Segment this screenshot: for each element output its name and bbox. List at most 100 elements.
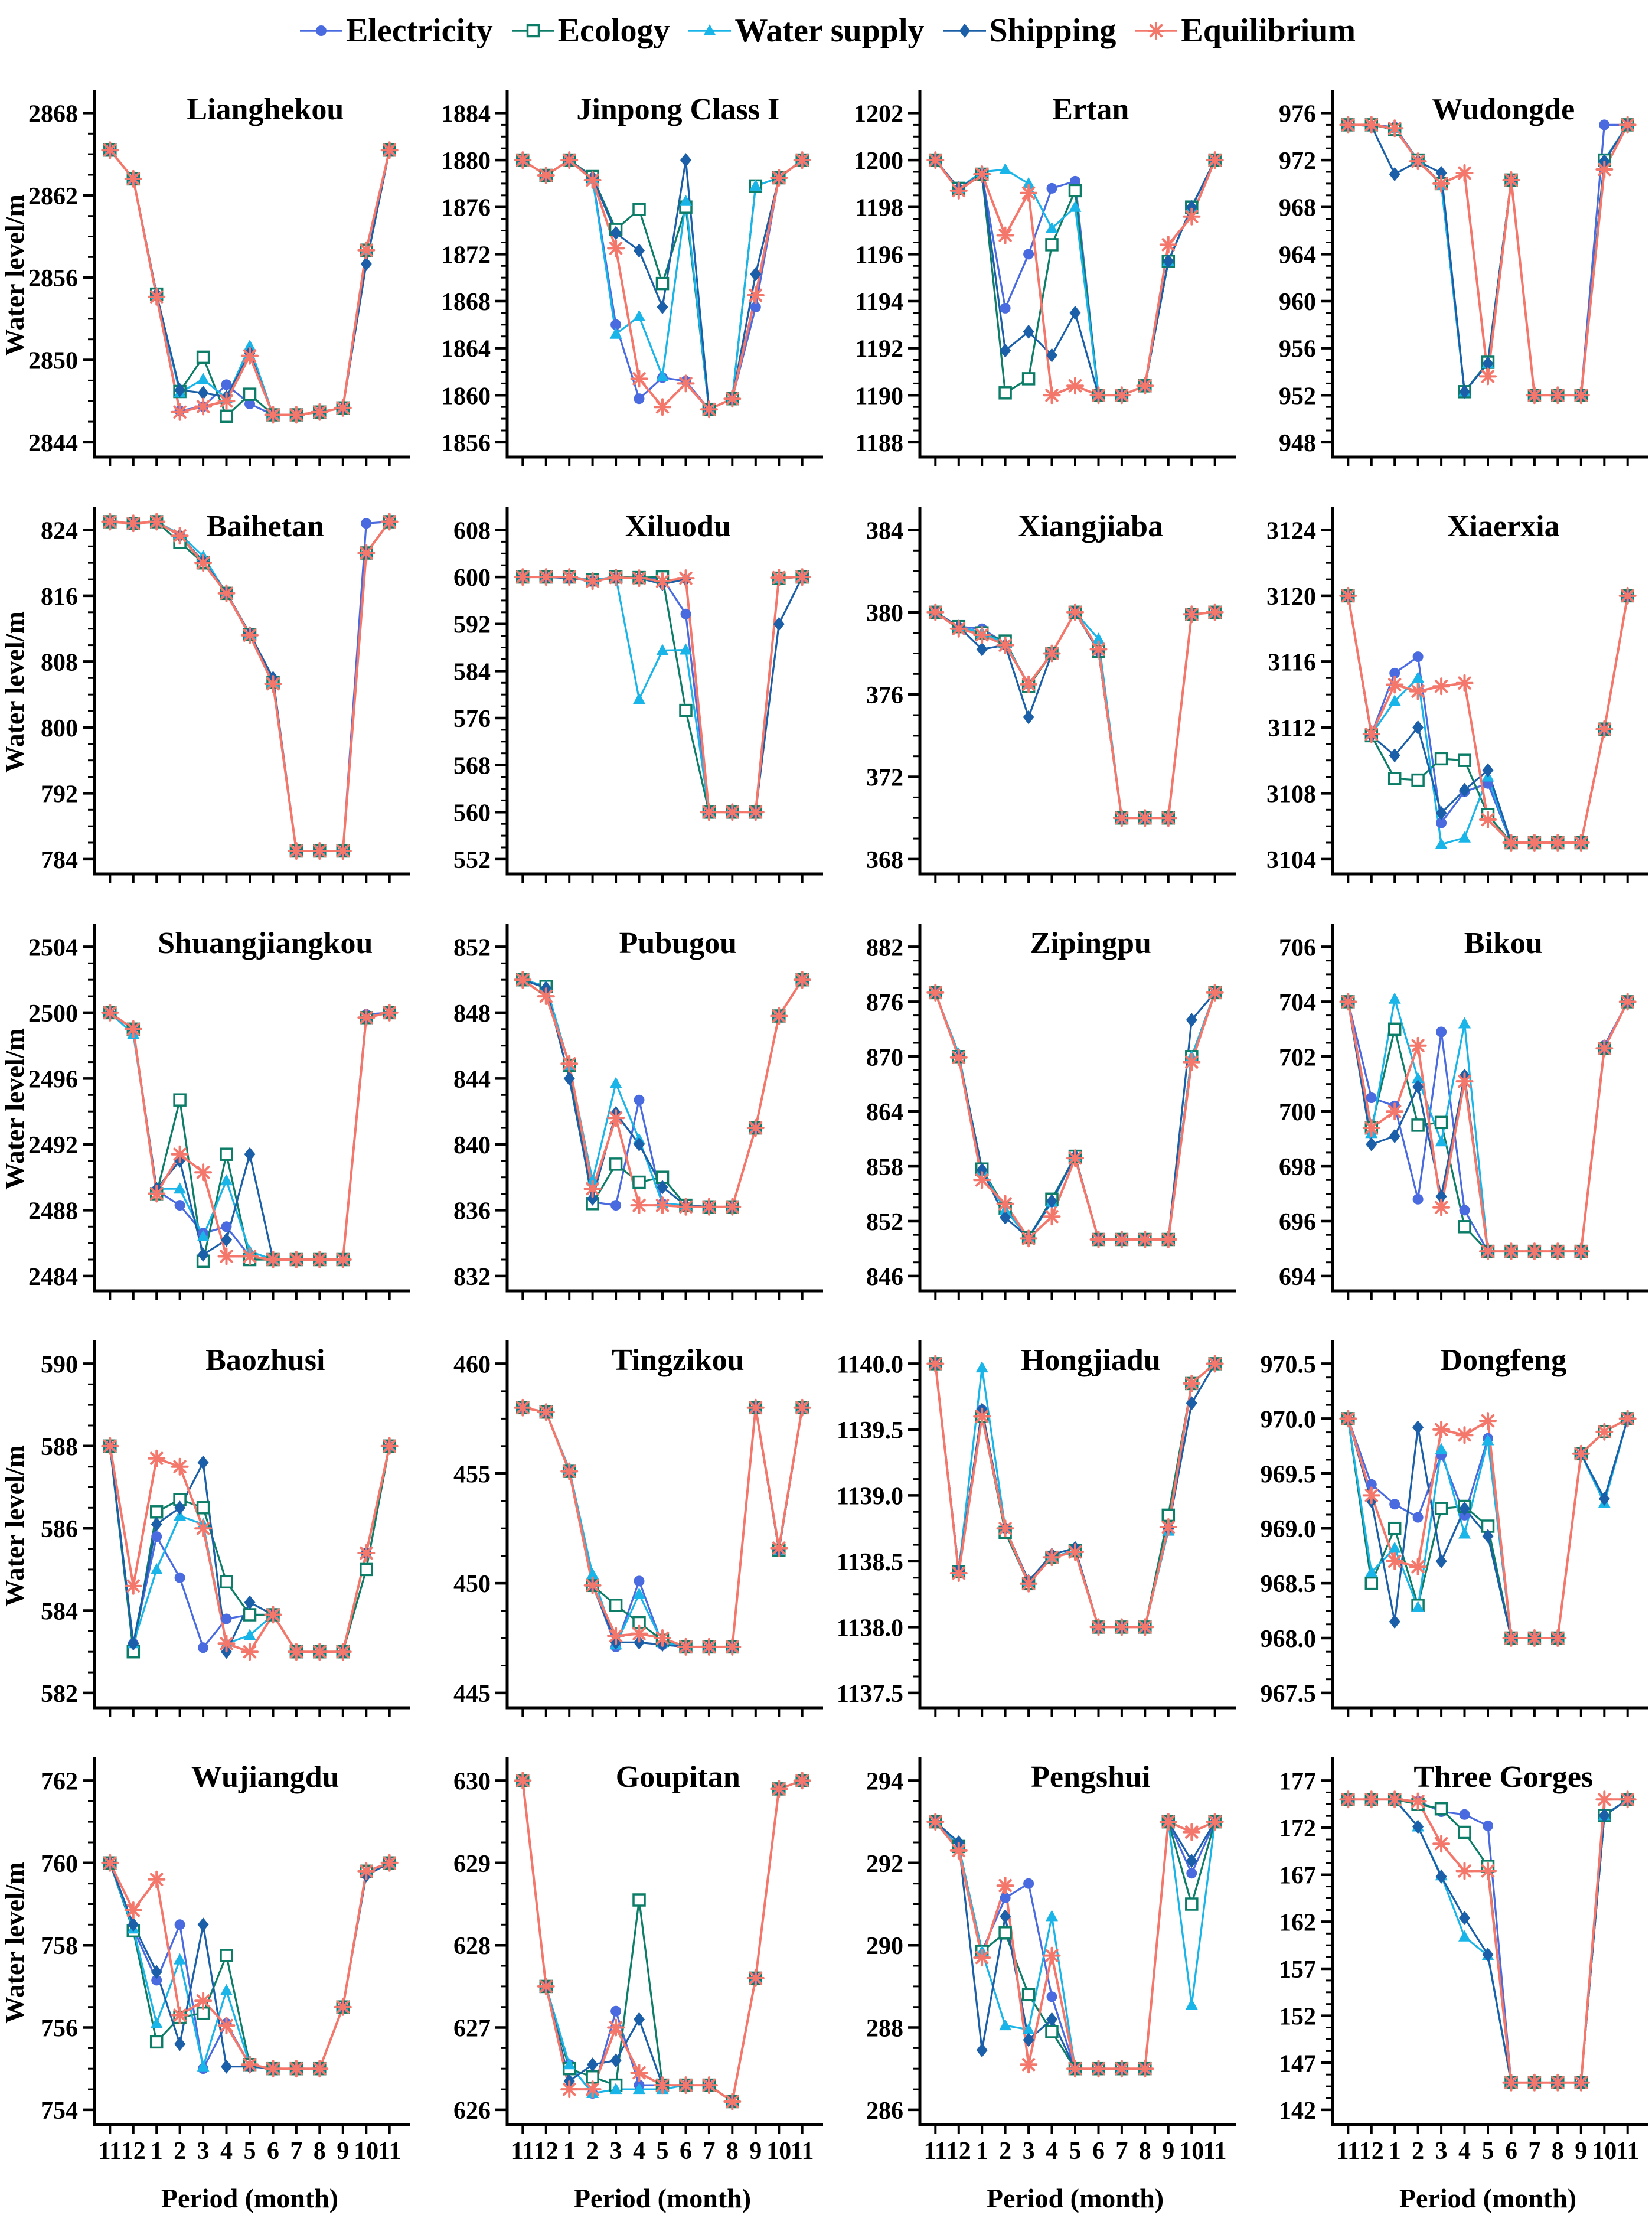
y-tick-label: 600 bbox=[453, 565, 491, 592]
water-supply-marker-icon bbox=[685, 17, 734, 45]
series-electricity-markers bbox=[930, 1358, 1220, 1633]
series-equilibrium-markers bbox=[926, 603, 1224, 827]
y-tick-label: 2500 bbox=[28, 1000, 78, 1027]
series-equilibrium-markers bbox=[514, 1772, 811, 2110]
y-ticks: 694 696 698 700 702 704 706 bbox=[1279, 934, 1333, 1291]
series-shipping-markers bbox=[517, 1773, 808, 2109]
x-tick-label: 8 bbox=[1139, 2138, 1151, 2165]
y-tick-label: 372 bbox=[866, 765, 903, 792]
y-tick-label: 288 bbox=[866, 2015, 903, 2043]
legend-item-equilibrium: Equilibrium bbox=[1131, 12, 1356, 50]
x-ticks bbox=[934, 457, 1216, 466]
y-tick-label: 844 bbox=[453, 1066, 491, 1093]
x-tick-label: 11 bbox=[1336, 2138, 1360, 2165]
y-ticks: 1856 1860 1864 1868 1872 1876 1880 1884 bbox=[441, 100, 507, 457]
chart-ertan: Ertan 1188 1190 1192 1194 1196 1198 1200 1202 bbox=[825, 54, 1238, 471]
y-tick-label: 142 bbox=[1279, 2097, 1316, 2125]
series-equilibrium-markers bbox=[1339, 586, 1637, 852]
chart-xiluodu: Xiluodu 552 560 568 576 584 592 600 608 bbox=[413, 471, 825, 888]
series-electricity-markers bbox=[930, 1816, 1220, 2074]
y-tick-label: 696 bbox=[1279, 1209, 1316, 1236]
y-tick-label: 584 bbox=[41, 1599, 78, 1626]
y-tick-label: 3124 bbox=[1266, 517, 1316, 544]
x-tick-label: 6 bbox=[1505, 2138, 1517, 2165]
y-tick-label: 552 bbox=[453, 847, 491, 874]
x-tick-label: 11 bbox=[511, 2138, 534, 2165]
y-tick-label: 762 bbox=[41, 1768, 78, 1795]
chart-bikou: Bikou 694 696 698 700 702 704 706 bbox=[1238, 888, 1651, 1305]
y-tick-label: 876 bbox=[866, 989, 903, 1016]
y-tick-label: 588 bbox=[41, 1434, 78, 1461]
series-equilibrium-line bbox=[935, 609, 1215, 820]
y-ticks: 582 584 586 588 590 bbox=[41, 1351, 94, 1708]
y-ticks: 1137.5 1138.0 1138.5 1139.0 1139.5 1140.0 bbox=[837, 1351, 920, 1708]
series-equilibrium-line bbox=[522, 1406, 804, 1648]
y-ticks: 552 560 568 576 584 592 600 608 bbox=[453, 517, 507, 874]
legend-marker-canvas bbox=[299, 25, 342, 36]
series-shipping-markers bbox=[1342, 994, 1634, 1259]
chart-canvas: Shuangjiangkou 2484 2488 2492 2496 2500 2504 Wa… bbox=[0, 924, 410, 1300]
x-ticks bbox=[109, 457, 391, 466]
chart-canvas: Hongjiadu1137.51138.01138.51139.01139.51… bbox=[837, 1340, 1236, 1717]
series-ecology-markers bbox=[929, 605, 1222, 825]
y-tick-label: 702 bbox=[1279, 1044, 1316, 1071]
x-tick-label: 2 bbox=[999, 2138, 1011, 2165]
x-tick-label: 1 bbox=[976, 2138, 988, 2165]
y-tick-label: 948 bbox=[1279, 430, 1316, 457]
series-equilibrium-markers bbox=[926, 983, 1224, 1248]
y-tick-label: 157 bbox=[1279, 1956, 1316, 1984]
y-tick-label: 294 bbox=[866, 1768, 903, 1795]
series-ecology-markers bbox=[929, 153, 1222, 402]
chart-canvas: Tingzikou 445 450 455 460 bbox=[453, 1340, 823, 1717]
x-tick-label: 1 bbox=[1389, 2138, 1401, 2165]
y-tick-label: 758 bbox=[41, 1933, 78, 1960]
y-axis-title: Water level/m bbox=[0, 1862, 30, 2024]
x-tick-label: 9 bbox=[337, 2138, 349, 2165]
y-tick-label: 960 bbox=[1279, 289, 1316, 316]
y-tick-label: 836 bbox=[453, 1198, 491, 1225]
chart-canvas: Wudongde 948 952 956 960 964 968 972 976 bbox=[1279, 90, 1648, 466]
x-ticks bbox=[1347, 1708, 1629, 1717]
y-tick-label: 969.0 bbox=[1261, 1516, 1317, 1543]
series-equilibrium-markers bbox=[101, 1003, 399, 1268]
series-water-supply-markers bbox=[1341, 992, 1634, 1257]
y-tick-label: 832 bbox=[453, 1264, 491, 1291]
series-equilibrium-markers bbox=[926, 1355, 1224, 1636]
y-tick-label: 3112 bbox=[1268, 715, 1316, 742]
chart-canvas: Pubugou 832 836 840 844 848 852 bbox=[453, 924, 823, 1300]
x-tick-label: 1 bbox=[563, 2138, 576, 2165]
series-water-supply-markers bbox=[103, 1856, 396, 2074]
chart-canvas: Xiangjiaba 368 372 376 380 384 bbox=[866, 507, 1236, 883]
y-ticks: 784 792 800 808 816 824 bbox=[41, 517, 94, 874]
series-electricity-markers bbox=[517, 1402, 808, 1652]
series-shipping-markers bbox=[929, 605, 1221, 826]
legend-label: Ecology bbox=[557, 12, 670, 49]
series-water-supply-markers bbox=[516, 570, 809, 817]
y-tick-label: 1864 bbox=[441, 336, 491, 363]
series-water-supply-markers bbox=[929, 605, 1222, 823]
series-equilibrium-markers bbox=[1339, 1790, 1637, 2092]
series-ecology-markers bbox=[516, 570, 809, 819]
series-water-supply-markers bbox=[929, 986, 1222, 1244]
series-shipping-line bbox=[1347, 595, 1629, 844]
chart-title: Jinpong Class I bbox=[576, 93, 779, 126]
x-tick-label: 10 bbox=[354, 2138, 378, 2165]
y-axis-title: Water level/m bbox=[0, 194, 30, 356]
x-ticks bbox=[521, 457, 804, 466]
chart-pengshui: Pengshui 286 288 290 292 294 11 12 1 2 3 4 5 6 7 8 9 10 11… bbox=[825, 1722, 1238, 2226]
chart-title: Wujiangdu bbox=[191, 1760, 339, 1794]
legend-item-ecology: Ecology bbox=[508, 12, 670, 50]
shipping-marker-icon bbox=[940, 17, 990, 45]
y-tick-label: 2844 bbox=[28, 430, 78, 457]
y-tick-label: 2504 bbox=[28, 934, 78, 961]
x-tick-label: 9 bbox=[1162, 2138, 1174, 2165]
series-equilibrium-markers bbox=[1339, 993, 1637, 1261]
x-tick-label: 4 bbox=[1046, 2138, 1058, 2165]
chart-baihetan: Baihetan 784 792 800 808 816 824 Water level/m bbox=[0, 471, 413, 888]
y-ticks: 445 450 455 460 bbox=[453, 1351, 507, 1708]
y-tick-label: 1198 bbox=[855, 195, 903, 222]
x-ticks bbox=[521, 1291, 804, 1300]
y-tick-label: 172 bbox=[1279, 1815, 1316, 1842]
chart-canvas: Xiluodu 552 560 568 576 584 592 600 608 bbox=[453, 507, 823, 883]
